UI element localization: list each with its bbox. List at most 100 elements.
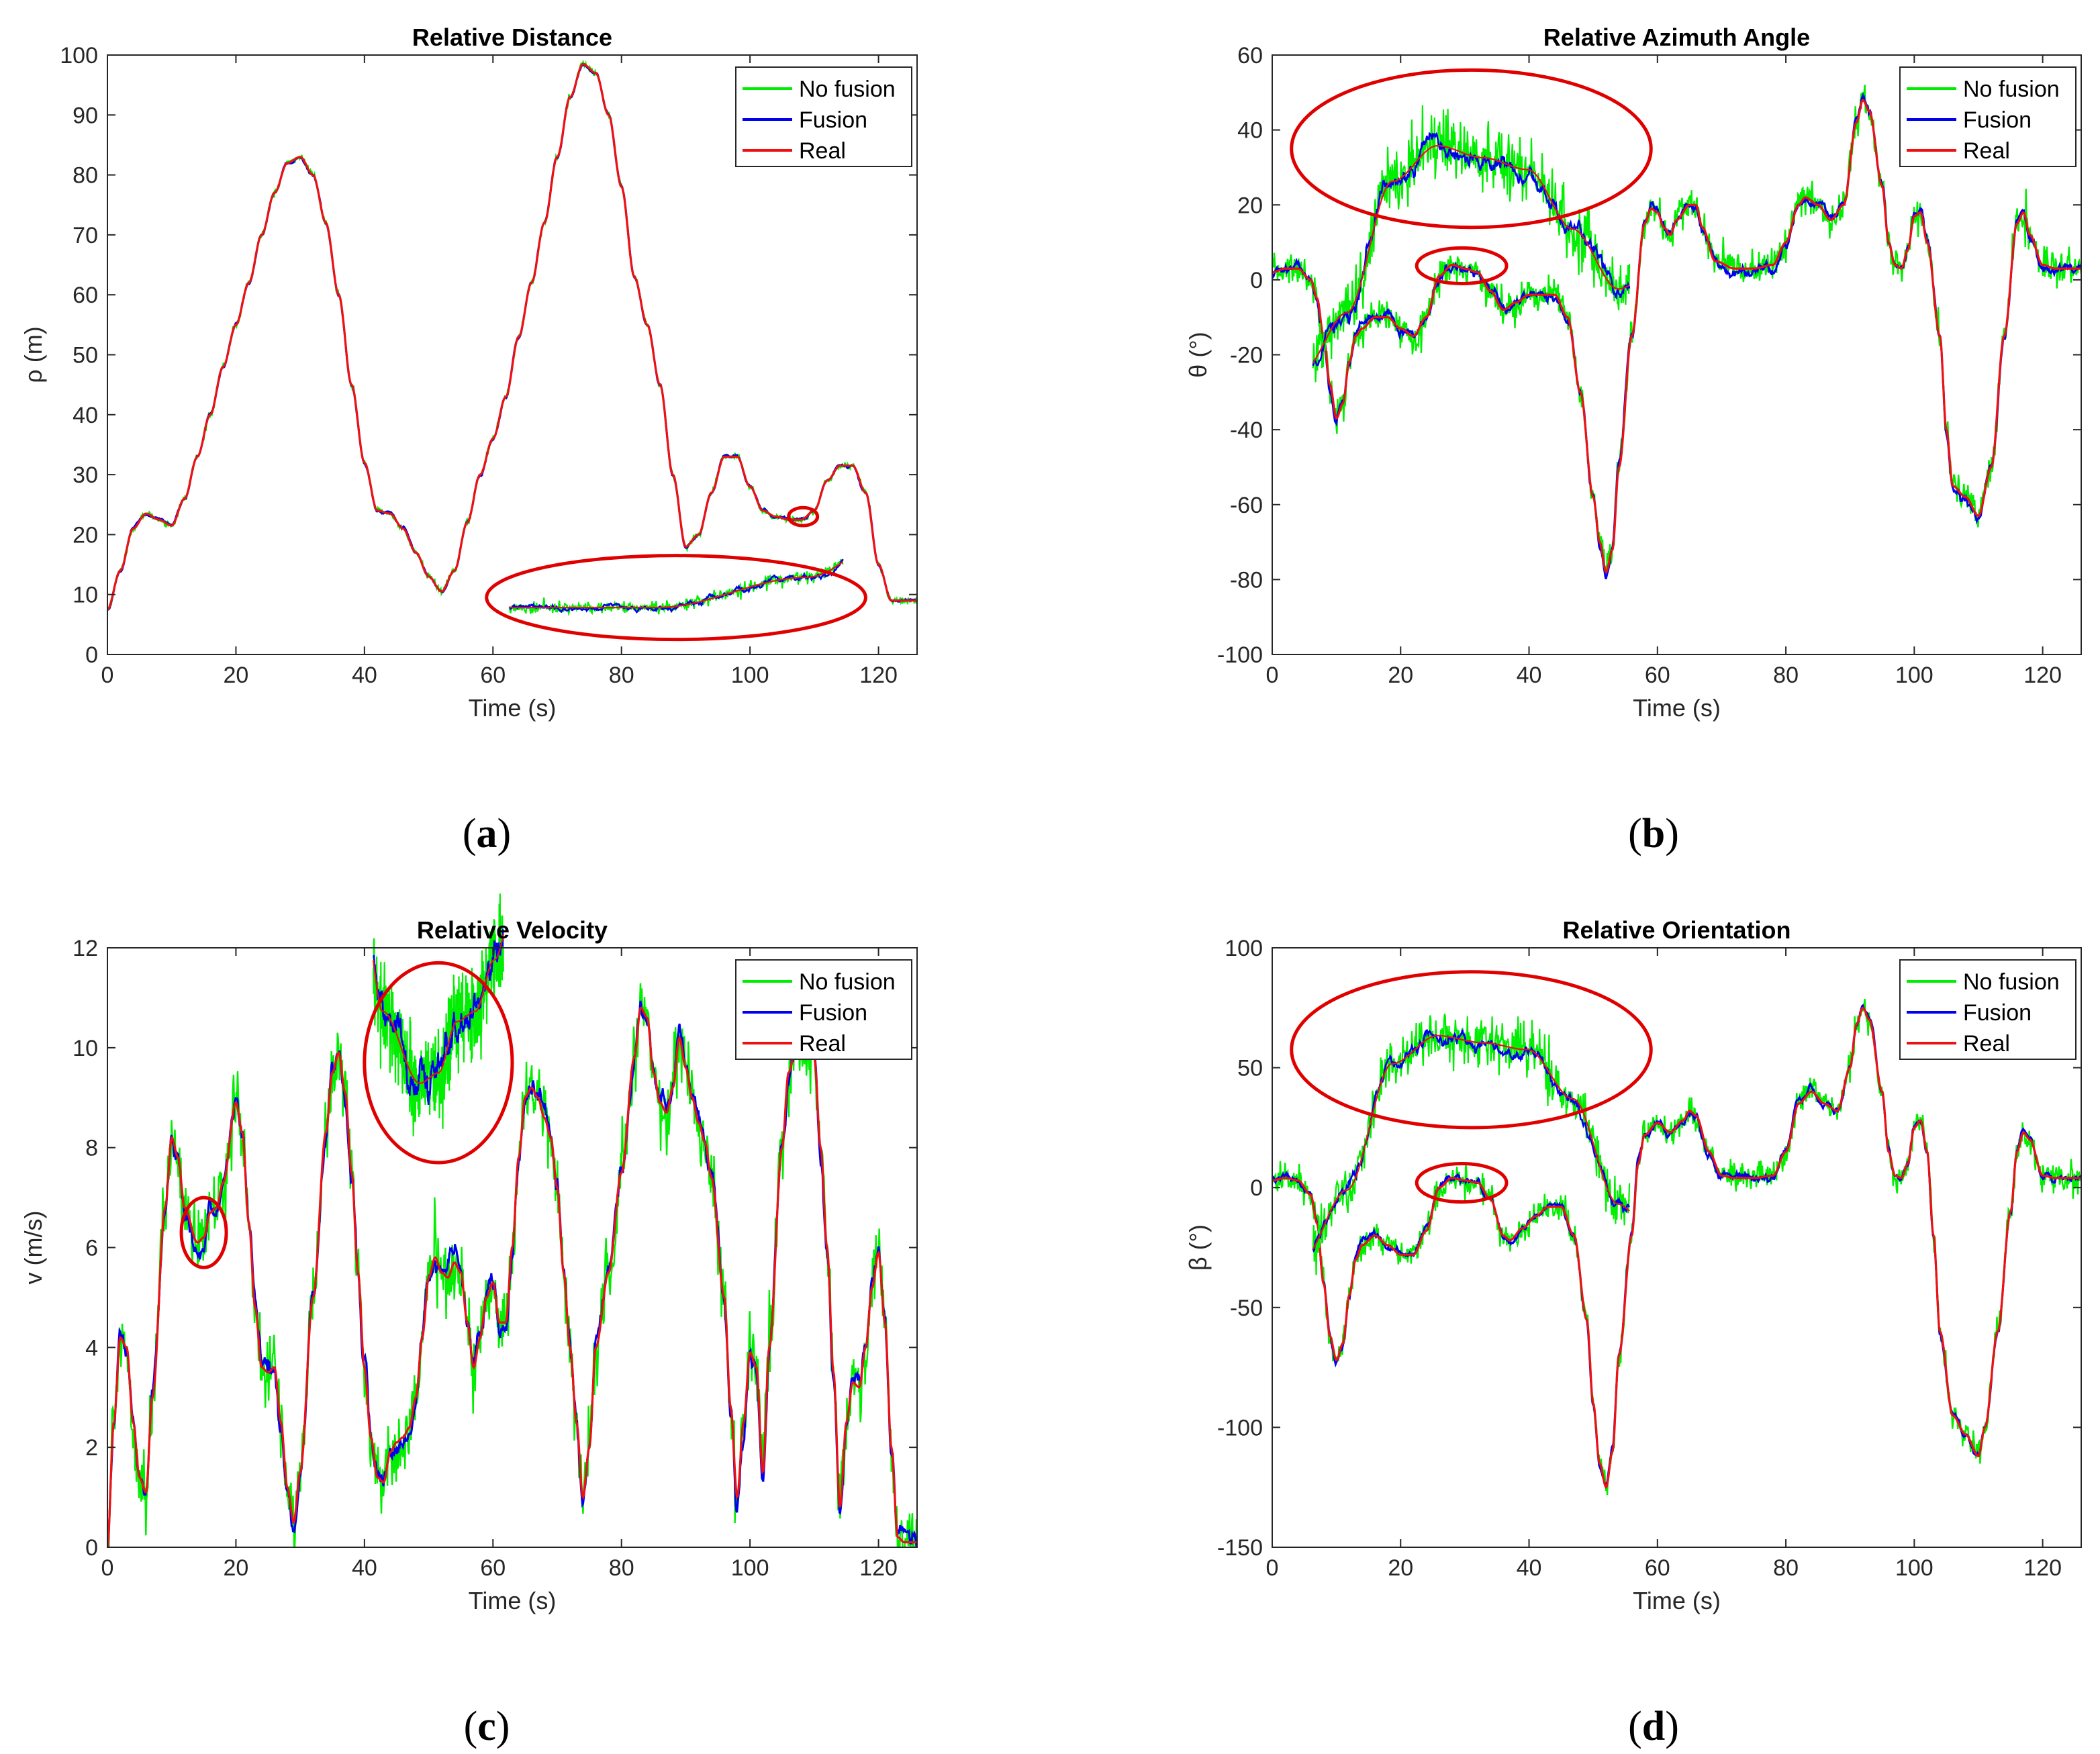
inset-no-fusion — [1312, 105, 1631, 383]
x-tick-label: 20 — [1388, 1555, 1413, 1581]
panel-label: (d) — [1628, 1704, 1679, 1749]
x-tick-label: 40 — [352, 663, 377, 688]
inset-fusion — [372, 928, 504, 1106]
series-group — [1272, 998, 2081, 1496]
inset-real — [1312, 145, 1630, 364]
zoom-inset-content — [372, 893, 504, 1136]
legend: No fusion Fusion Real — [1899, 959, 2077, 1060]
legend-label: Fusion — [1963, 1000, 2032, 1026]
y-tick-label: -50 — [1230, 1296, 1263, 1321]
x-axis-label: Time (s) — [1633, 1587, 1721, 1614]
legend-label: Fusion — [799, 1000, 867, 1026]
x-tick-label: 40 — [352, 1555, 377, 1581]
inset-fusion — [508, 558, 844, 614]
y-tick-label: 4 — [85, 1335, 98, 1361]
y-tick-label: 0 — [1250, 268, 1263, 293]
x-tick-label: 60 — [480, 663, 506, 688]
legend-label: No fusion — [799, 77, 896, 102]
x-axis-label: Time (s) — [469, 694, 557, 722]
legend: No fusion Fusion Real — [1899, 66, 2077, 167]
panel-label: (a) — [463, 811, 511, 857]
zoom-inset-ellipse — [363, 961, 514, 1165]
y-tick-label: 2 — [85, 1435, 98, 1461]
x-tick-label: 20 — [224, 1555, 249, 1581]
series-group — [1272, 85, 2081, 579]
zoom-source-ellipse — [1415, 1161, 1509, 1204]
x-tick-label: 100 — [731, 1555, 769, 1581]
y-tick-label: 0 — [85, 1535, 98, 1561]
x-tick-label: 0 — [1266, 663, 1279, 688]
y-tick-label: -80 — [1230, 567, 1263, 593]
zoom-source-ellipse — [787, 505, 820, 528]
legend-label: Real — [1963, 138, 2010, 164]
x-tick-label: 20 — [1388, 663, 1413, 688]
chart-c: 0 20 40 60 80 100 120 0 2 4 6 8 10 12 Relative Velocit… — [19, 893, 918, 1749]
series-real — [1272, 99, 2081, 574]
chart-title: Relative Velocity — [417, 916, 608, 944]
legend-label: No fusion — [799, 969, 896, 995]
legend-label: No fusion — [1963, 969, 2060, 995]
series-real — [107, 62, 917, 611]
legend-label: Fusion — [799, 107, 867, 133]
y-tick-label: -100 — [1217, 1415, 1263, 1441]
x-tick-label: 0 — [101, 663, 114, 688]
zoom-inset-content — [508, 558, 844, 617]
y-tick-label: 8 — [85, 1136, 98, 1161]
axes-box — [1272, 947, 2082, 1548]
zoom-source-ellipse — [179, 1196, 228, 1269]
y-tick-label: 40 — [1237, 118, 1263, 144]
x-tick-label: 120 — [859, 663, 898, 688]
y-tick-label: 100 — [1225, 936, 1263, 961]
inset-real — [509, 561, 844, 609]
chart-b: 0 20 40 60 80 100 120 -100 -80 -60 -40 -20 0 20 40 60 Re… — [1184, 23, 2082, 857]
y-tick-label: 60 — [73, 283, 98, 308]
zoom-inset-ellipse — [485, 554, 867, 642]
x-tick-label: 60 — [1645, 1555, 1670, 1581]
series-group — [107, 983, 917, 1547]
y-tick-label: 70 — [73, 223, 98, 248]
series-real — [107, 1006, 917, 1547]
x-tick-label: 0 — [1266, 1555, 1279, 1581]
x-tick-label: 60 — [480, 1555, 506, 1581]
x-tick-label: 120 — [2023, 1555, 2062, 1581]
y-tick-label: 40 — [73, 403, 98, 428]
y-axis-label: β (°) — [1184, 1224, 1212, 1271]
x-tick-label: 80 — [1773, 1555, 1799, 1581]
chart-title: Relative Azimuth Angle — [1543, 23, 1810, 51]
series-group — [107, 59, 917, 612]
x-tick-label: 120 — [859, 1555, 898, 1581]
panel-label: (c) — [464, 1704, 510, 1749]
x-tick-label: 100 — [1895, 1555, 1934, 1581]
x-tick-label: 80 — [609, 1555, 634, 1581]
y-tick-label: -60 — [1230, 493, 1263, 518]
y-tick-label: 50 — [1237, 1056, 1263, 1081]
x-tick-label: 80 — [1773, 663, 1799, 688]
chart-d: 0 20 40 60 80 100 120 -150 -100 -50 0 50 100 Relative… — [1184, 916, 2082, 1749]
chart-title: Relative Distance — [412, 23, 612, 51]
y-tick-label: 80 — [73, 163, 98, 189]
y-tick-label: 30 — [73, 462, 98, 488]
chart-a: 0 20 40 60 80 100 120 0 10 20 30 40 50 60 70 80 90 100 Rel… — [19, 23, 918, 857]
legend-label: Real — [1963, 1031, 2010, 1057]
y-tick-label: 90 — [73, 103, 98, 128]
series-real — [1272, 1006, 2081, 1490]
inset-fusion — [1312, 132, 1631, 367]
y-tick-label: 0 — [85, 642, 98, 668]
legend-label: No fusion — [1963, 77, 2060, 102]
x-axis-label: Time (s) — [1633, 694, 1721, 722]
y-axis-label: ρ (m) — [19, 326, 47, 383]
y-tick-label: 12 — [73, 936, 98, 961]
inset-real — [373, 934, 504, 1084]
legend-label: Fusion — [1963, 107, 2032, 133]
y-axis-label: v (m/s) — [19, 1211, 47, 1285]
y-tick-label: 0 — [1250, 1175, 1263, 1201]
y-tick-label: 50 — [73, 343, 98, 369]
x-tick-label: 40 — [1517, 663, 1542, 688]
y-axis-label: θ (°) — [1184, 332, 1212, 377]
x-axis-label: Time (s) — [469, 1587, 557, 1614]
inset-real — [1312, 1034, 1630, 1250]
y-tick-label: 20 — [1237, 193, 1263, 218]
x-tick-label: 60 — [1645, 663, 1670, 688]
y-tick-label: 20 — [73, 522, 98, 548]
